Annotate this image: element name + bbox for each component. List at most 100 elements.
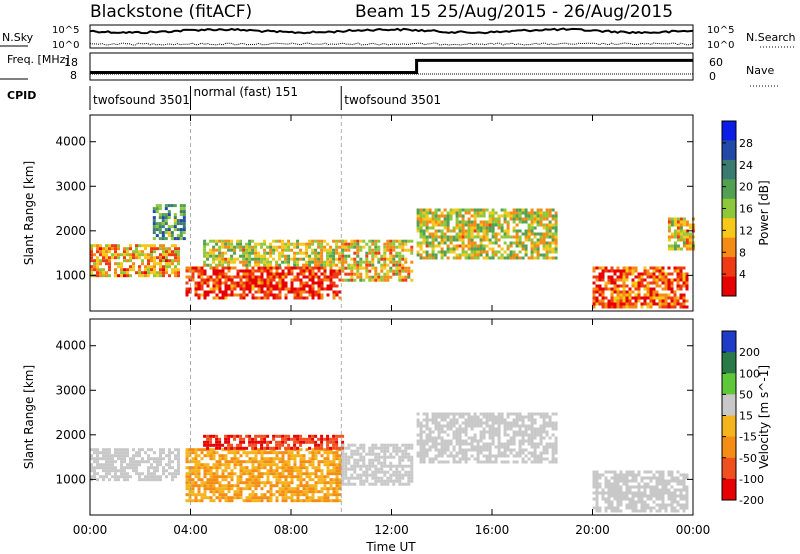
echo-cell <box>215 248 219 252</box>
echo-cell <box>263 284 267 288</box>
echo-cell <box>287 266 291 270</box>
echo-cell <box>302 437 306 441</box>
echo-cell <box>616 491 620 495</box>
echo-cell <box>174 274 177 278</box>
echo-cell <box>197 493 201 497</box>
echo-cell <box>446 442 450 446</box>
echo-cell <box>416 439 420 443</box>
echo-cell <box>377 245 381 249</box>
echo-cell <box>257 260 261 264</box>
echo-cell <box>604 491 608 495</box>
echo-cell <box>425 223 429 227</box>
echo-cell <box>341 263 345 267</box>
echo-cell <box>455 256 459 260</box>
echo-cell <box>212 272 216 276</box>
echo-cell <box>287 260 291 264</box>
echo-cell <box>449 421 453 425</box>
echo-cell <box>221 469 225 473</box>
echo-cell <box>260 284 264 288</box>
echo-cell <box>545 457 549 461</box>
echo-cell <box>533 235 537 239</box>
echo-cell <box>296 437 300 441</box>
echo-cell <box>610 281 614 285</box>
echo-cell <box>317 257 321 261</box>
echo-cell <box>380 476 384 480</box>
echo-cell <box>96 454 99 458</box>
echo-cell <box>491 427 495 431</box>
echo-cell <box>338 254 342 258</box>
echo-cell <box>428 460 432 464</box>
echo-cell <box>655 302 659 306</box>
echo-cell <box>326 251 330 255</box>
echo-cell <box>470 448 474 452</box>
echo-cell <box>317 275 321 279</box>
echo-cell <box>311 437 315 441</box>
echo-cell <box>197 272 201 276</box>
echo-cell <box>386 443 390 447</box>
echo-cell <box>497 232 501 236</box>
echo-cell <box>527 223 531 227</box>
echo-cell <box>509 448 513 452</box>
echo-cell <box>595 491 599 495</box>
echo-cell <box>215 463 219 467</box>
echo-cell <box>341 443 345 447</box>
echo-cell <box>416 424 420 428</box>
echo-cell <box>398 461 402 465</box>
echo-cell <box>416 229 420 233</box>
echo-cell <box>293 446 297 450</box>
echo-cell <box>338 478 342 482</box>
echo-cell <box>242 263 246 267</box>
echo-cell <box>485 250 489 254</box>
echo-cell <box>290 437 294 441</box>
echo-cell <box>224 440 228 444</box>
echo-cell <box>350 245 354 249</box>
echo-cell <box>485 448 489 452</box>
echo-cell <box>102 478 105 482</box>
echo-cell <box>245 248 249 252</box>
echo-cell <box>320 272 324 276</box>
echo-cell <box>667 244 671 248</box>
echo-cell <box>631 494 635 498</box>
echo-cell <box>251 460 255 464</box>
echo-cell <box>371 251 375 255</box>
echo-cell <box>299 281 303 285</box>
echo-cell <box>341 482 345 486</box>
echo-cell <box>542 253 546 257</box>
echo-cell <box>194 287 198 291</box>
echo-cell <box>233 457 237 461</box>
echo-cell <box>245 266 249 270</box>
echo-cell <box>272 275 276 279</box>
echo-cell <box>254 443 258 447</box>
echo-cell <box>440 223 444 227</box>
echo-cell <box>311 472 315 476</box>
echo-cell <box>518 442 522 446</box>
echo-cell <box>410 278 414 282</box>
echo-cell <box>509 412 513 416</box>
echo-cell <box>251 440 255 444</box>
echo-cell <box>536 442 540 446</box>
echo-cell <box>248 440 252 444</box>
echo-cell <box>215 478 219 482</box>
echo-cell <box>485 457 489 461</box>
colorbar-swatch <box>722 436 736 459</box>
echo-cell <box>326 275 330 279</box>
echo-cell <box>598 302 602 306</box>
echo-cell <box>284 466 288 470</box>
echo-cell <box>203 242 207 246</box>
echo-cell <box>649 491 653 495</box>
echo-cell <box>592 281 596 285</box>
echo-cell <box>144 274 147 278</box>
echo-cell <box>545 256 549 260</box>
echo-cell <box>625 497 629 501</box>
echo-cell <box>254 446 258 450</box>
echo-cell <box>251 475 255 479</box>
echo-cell <box>380 482 384 486</box>
echo-cell <box>476 442 480 446</box>
echo-cell <box>467 418 471 422</box>
echo-cell <box>491 241 495 245</box>
echo-cell <box>257 434 261 438</box>
echo-cell <box>512 424 516 428</box>
echo-cell <box>371 476 375 480</box>
echo-cell <box>138 454 141 458</box>
echo-cell <box>302 287 306 291</box>
